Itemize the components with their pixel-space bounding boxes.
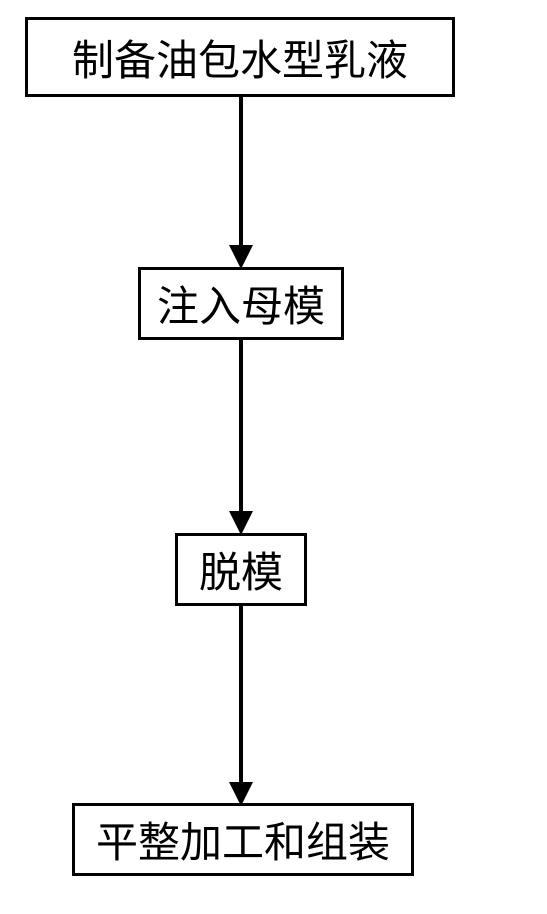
node-4-label: 平整加工和组装 [96,809,390,870]
node-1-label: 制备油包水型乳液 [72,27,408,88]
flowchart-node-3: 脱模 [175,533,307,606]
arrow-1-line [239,97,243,251]
arrow-2-line [239,340,243,517]
flowchart-container: 制备油包水型乳液 注入母模 脱模 平整加工和组装 [0,0,547,914]
flowchart-node-1: 制备油包水型乳液 [25,17,455,97]
arrow-1-head [229,245,253,269]
flowchart-node-2: 注入母模 [138,267,344,340]
node-2-label: 注入母模 [157,273,325,334]
arrow-3-line [239,606,243,788]
flowchart-node-4: 平整加工和组装 [72,803,414,876]
node-3-label: 脱模 [199,539,283,600]
arrow-2-head [229,511,253,535]
